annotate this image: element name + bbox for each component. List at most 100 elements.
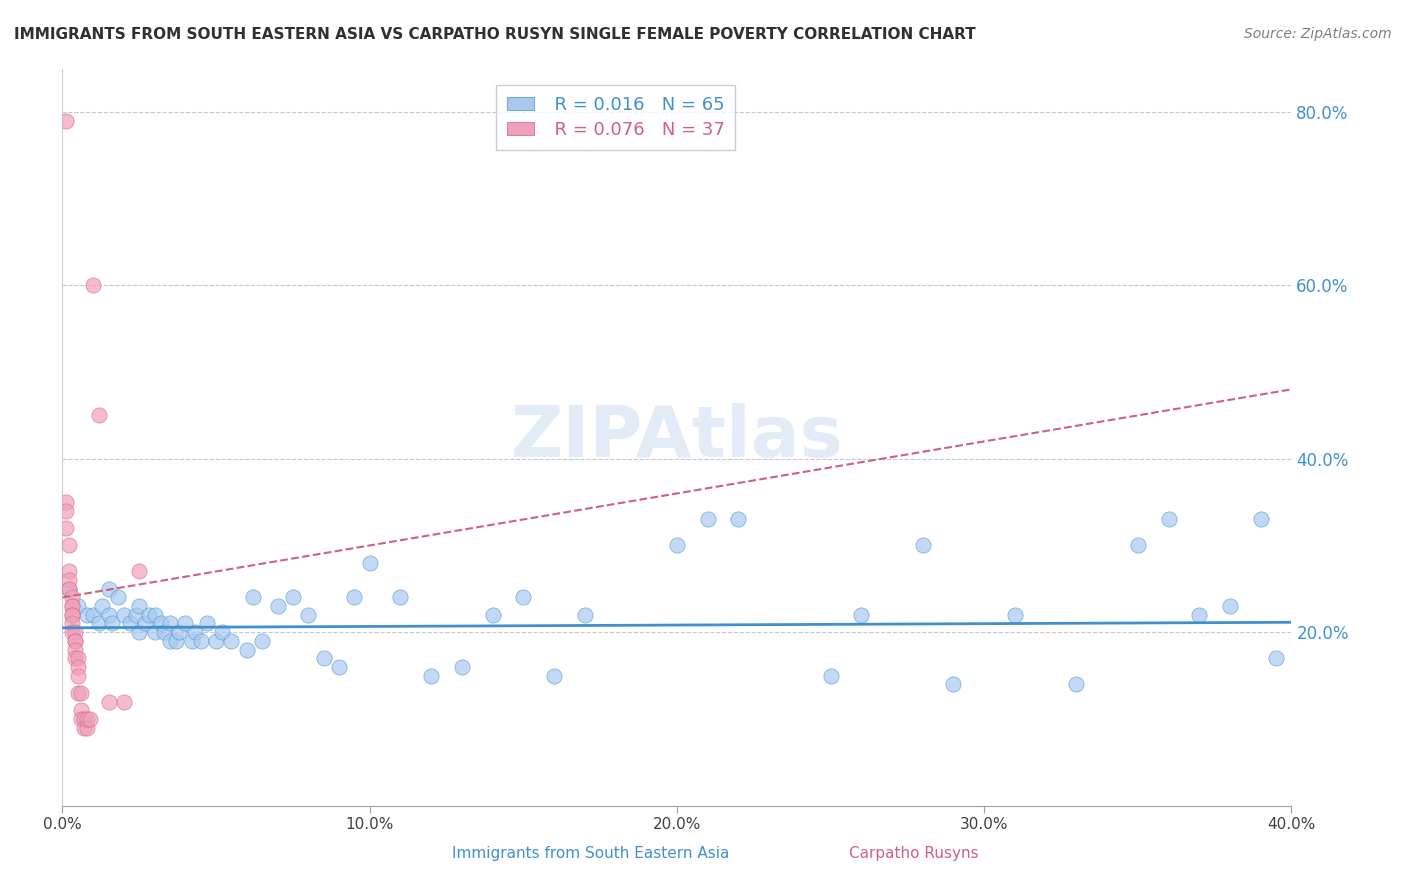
- Point: [190, 633, 212, 648]
- Point: [195, 616, 218, 631]
- Point: [851, 607, 873, 622]
- Point: [107, 591, 129, 605]
- Point: [60, 599, 83, 614]
- Point: [574, 607, 596, 622]
- Point: [242, 591, 264, 605]
- Point: [60, 616, 83, 631]
- Text: IMMIGRANTS FROM SOUTH EASTERN ASIA VS CARPATHO RUSYN SINGLE FEMALE POVERTY CORRE: IMMIGRANTS FROM SOUTH EASTERN ASIA VS CA…: [14, 27, 976, 42]
- Point: [183, 625, 205, 640]
- Point: [134, 616, 156, 631]
- Point: [112, 607, 135, 622]
- Point: [128, 625, 150, 640]
- Point: [55, 504, 77, 518]
- Point: [128, 565, 150, 579]
- Point: [63, 642, 86, 657]
- Point: [297, 607, 319, 622]
- Point: [221, 633, 243, 648]
- Point: [125, 607, 148, 622]
- Point: [73, 721, 96, 735]
- Point: [66, 668, 89, 682]
- Point: [512, 591, 534, 605]
- Point: [167, 625, 190, 640]
- Point: [82, 278, 104, 293]
- Point: [1066, 677, 1088, 691]
- Point: [97, 694, 120, 708]
- Point: [143, 625, 166, 640]
- Point: [91, 599, 114, 614]
- Point: [1265, 651, 1288, 665]
- Point: [89, 409, 111, 423]
- Point: [76, 607, 98, 622]
- Point: [120, 616, 142, 631]
- Point: [1157, 512, 1180, 526]
- Point: [159, 616, 181, 631]
- Point: [389, 591, 412, 605]
- Point: [1188, 607, 1211, 622]
- Point: [55, 495, 77, 509]
- Point: [1219, 599, 1241, 614]
- Point: [97, 582, 120, 596]
- Point: [58, 573, 80, 587]
- Point: [174, 616, 197, 631]
- Point: [63, 633, 86, 648]
- Legend:   R = 0.016   N = 65,   R = 0.076   N = 37: R = 0.016 N = 65, R = 0.076 N = 37: [496, 85, 735, 150]
- Point: [79, 712, 101, 726]
- Text: ZIPAtlas: ZIPAtlas: [510, 402, 844, 472]
- Point: [911, 538, 934, 552]
- Point: [359, 556, 381, 570]
- Point: [1004, 607, 1026, 622]
- Point: [236, 642, 259, 657]
- Point: [420, 668, 443, 682]
- Point: [63, 625, 86, 640]
- Text: Immigrants from South Eastern Asia: Immigrants from South Eastern Asia: [451, 846, 730, 861]
- Point: [451, 660, 474, 674]
- Point: [153, 625, 176, 640]
- Point: [60, 599, 83, 614]
- Point: [66, 686, 89, 700]
- Point: [266, 599, 288, 614]
- Point: [55, 113, 77, 128]
- Point: [112, 694, 135, 708]
- Point: [205, 633, 228, 648]
- Point: [328, 660, 350, 674]
- Point: [312, 651, 335, 665]
- Point: [66, 651, 89, 665]
- Point: [1250, 512, 1272, 526]
- Point: [82, 607, 104, 622]
- Point: [76, 712, 98, 726]
- Text: Carpatho Rusyns: Carpatho Rusyns: [849, 846, 979, 861]
- Point: [128, 599, 150, 614]
- Point: [63, 633, 86, 648]
- Point: [165, 633, 187, 648]
- Point: [70, 703, 93, 717]
- Point: [58, 582, 80, 596]
- Point: [149, 616, 172, 631]
- Point: [58, 538, 80, 552]
- Point: [159, 633, 181, 648]
- Point: [180, 633, 202, 648]
- Point: [60, 607, 83, 622]
- Point: [211, 625, 233, 640]
- Point: [70, 686, 93, 700]
- Point: [60, 591, 83, 605]
- Point: [481, 607, 503, 622]
- Point: [58, 582, 80, 596]
- Point: [63, 651, 86, 665]
- Point: [727, 512, 749, 526]
- Point: [60, 607, 83, 622]
- Point: [89, 616, 111, 631]
- Point: [97, 607, 120, 622]
- Point: [820, 668, 842, 682]
- Point: [143, 607, 166, 622]
- Point: [58, 565, 80, 579]
- Point: [73, 712, 96, 726]
- Point: [66, 599, 89, 614]
- Point: [696, 512, 718, 526]
- Point: [70, 712, 93, 726]
- Point: [543, 668, 565, 682]
- Point: [250, 633, 273, 648]
- Point: [665, 538, 688, 552]
- Point: [100, 616, 122, 631]
- Point: [66, 660, 89, 674]
- Point: [343, 591, 366, 605]
